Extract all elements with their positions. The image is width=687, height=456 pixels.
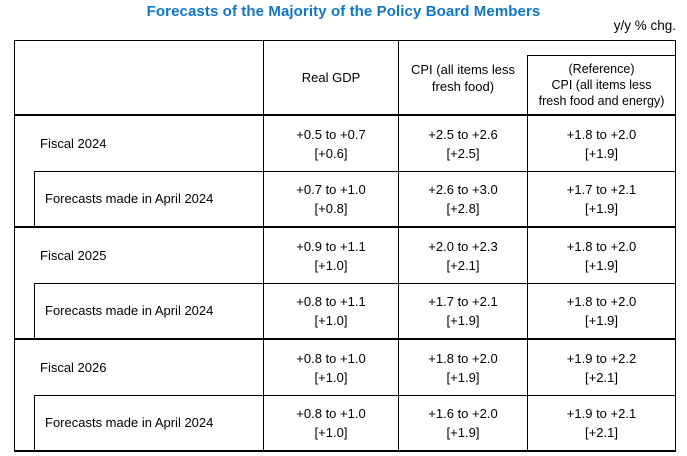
- reference-forecast-cell: +1.9 to +2.2 [+2.1]: [527, 340, 675, 395]
- forecast-median: [+1.0]: [314, 312, 348, 328]
- row-label-fiscal-2026: Fiscal 2026: [15, 340, 263, 395]
- forecast-range: +2.5 to +2.6: [428, 126, 498, 142]
- forecast-range: +1.9 to +2.2: [566, 350, 637, 366]
- row-label-april-forecast: Forecasts made in April 2024: [15, 395, 263, 450]
- page-title: Forecasts of the Majority of the Policy …: [146, 3, 541, 20]
- row-label-fiscal-2025: Fiscal 2025: [15, 228, 263, 283]
- forecast-median: [+1.9]: [585, 145, 618, 161]
- forecast-range: +1.8 to +2.0: [566, 238, 637, 254]
- revision-row-label: Forecasts made in April 2024: [45, 303, 214, 318]
- forecast-median: [+1.9]: [446, 369, 480, 385]
- gdp-forecast-cell: +0.8 to +1.0 [+1.0]: [263, 340, 398, 395]
- fiscal-2026-group: Fiscal 2026 +0.8 to +1.0 [+1.0] +1.8 to …: [15, 338, 675, 450]
- forecast-median: [+1.0]: [314, 369, 348, 385]
- cpi-forecast-cell: +1.8 to +2.0 [+1.9]: [398, 340, 527, 395]
- forecast-table: Real GDP CPI (all items less fresh food)…: [14, 40, 676, 452]
- reference-forecast-cell: +1.9 to +2.1 [+2.1]: [527, 395, 675, 450]
- revision-row-label: Forecasts made in April 2024: [45, 415, 214, 430]
- forecast-median: [+2.1]: [585, 424, 618, 440]
- forecast-median: [+1.9]: [446, 424, 480, 440]
- unit-note: y/y % chg.: [613, 18, 676, 33]
- reference-header-box: (Reference) CPI (all items less fresh fo…: [527, 55, 675, 114]
- revision-row-label: Forecasts made in April 2024: [45, 191, 214, 206]
- forecast-range: +0.8 to +1.1: [296, 293, 366, 309]
- forecast-range: +1.8 to +2.0: [428, 350, 498, 366]
- cpi-forecast-cell: +1.6 to +2.0 [+1.9]: [398, 395, 527, 450]
- header-label-line: fresh food and energy): [538, 94, 665, 108]
- forecast-median: [+2.1]: [446, 257, 480, 273]
- cpi-forecast-cell: +1.7 to +2.1 [+1.9]: [398, 283, 527, 338]
- forecast-median: [+2.5]: [446, 145, 480, 161]
- header-label-line: CPI (all items less: [410, 61, 516, 77]
- reference-forecast-cell: +1.7 to +2.1 [+1.9]: [527, 171, 675, 226]
- reference-forecast-cell: +1.8 to +2.0 [+1.9]: [527, 228, 675, 283]
- forecast-range: +0.8 to +1.0: [296, 405, 366, 421]
- fiscal-2024-group: Fiscal 2024 +0.5 to +0.7 [+0.6] +2.5 to …: [15, 116, 675, 226]
- gdp-forecast-cell: +0.7 to +1.0 [+0.8]: [263, 171, 398, 226]
- forecast-range: +2.0 to +2.3: [428, 238, 498, 254]
- forecast-range: +2.6 to +3.0: [428, 181, 498, 197]
- cpi-forecast-cell: +2.6 to +3.0 [+2.8]: [398, 171, 527, 226]
- forecast-median: [+1.9]: [585, 312, 618, 328]
- gdp-forecast-cell: +0.8 to +1.1 [+1.0]: [263, 283, 398, 338]
- forecast-range: +0.9 to +1.1: [296, 238, 366, 254]
- cpi-forecast-cell: +2.0 to +2.3 [+2.1]: [398, 228, 527, 283]
- gdp-forecast-cell: +0.5 to +0.7 [+0.6]: [263, 116, 398, 171]
- forecast-median: [+2.8]: [446, 200, 480, 216]
- row-label-april-forecast: Forecasts made in April 2024: [15, 283, 263, 338]
- forecast-median: [+0.6]: [314, 145, 348, 161]
- forecast-range: +0.7 to +1.0: [296, 181, 366, 197]
- forecast-median: [+2.1]: [585, 369, 618, 385]
- fiscal-year-label: Fiscal 2024: [40, 136, 107, 151]
- table-header-row: Real GDP CPI (all items less fresh food)…: [15, 41, 675, 116]
- header-cell-real-gdp: Real GDP: [263, 41, 398, 114]
- forecast-median: [+1.9]: [585, 257, 618, 273]
- forecast-median: [+0.8]: [314, 200, 348, 216]
- forecast-range: +1.9 to +2.1: [566, 405, 637, 421]
- forecast-range: +1.6 to +2.0: [428, 405, 498, 421]
- forecast-range: +0.8 to +1.0: [296, 350, 366, 366]
- row-label-april-forecast: Forecasts made in April 2024: [15, 171, 263, 226]
- fiscal-year-label: Fiscal 2025: [40, 248, 107, 263]
- forecast-range: +1.8 to +2.0: [566, 293, 637, 309]
- forecast-median: [+1.9]: [585, 200, 618, 216]
- gdp-forecast-cell: +0.8 to +1.0 [+1.0]: [263, 395, 398, 450]
- header-cell-cpi: CPI (all items less fresh food): [398, 41, 527, 114]
- reference-forecast-cell: +1.8 to +2.0 [+1.9]: [527, 116, 675, 171]
- header-label-line: (Reference): [568, 62, 635, 76]
- header-cell-empty: [15, 41, 263, 114]
- forecast-range: +0.5 to +0.7: [296, 126, 366, 142]
- row-label-fiscal-2024: Fiscal 2024: [15, 116, 263, 171]
- forecast-median: [+1.0]: [314, 257, 348, 273]
- forecast-range: +1.8 to +2.0: [566, 126, 637, 142]
- header-label-line: fresh food): [431, 78, 495, 94]
- cpi-forecast-cell: +2.5 to +2.6 [+2.5]: [398, 116, 527, 171]
- reference-forecast-cell: +1.8 to +2.0 [+1.9]: [527, 283, 675, 338]
- header-cell-reference: (Reference) CPI (all items less fresh fo…: [527, 41, 675, 114]
- header-label-line: CPI (all items less: [551, 78, 652, 92]
- forecast-median: [+1.9]: [446, 312, 480, 328]
- gdp-forecast-cell: +0.9 to +1.1 [+1.0]: [263, 228, 398, 283]
- forecast-range: +1.7 to +2.1: [566, 181, 637, 197]
- forecast-median: [+1.0]: [314, 424, 348, 440]
- fiscal-2025-group: Fiscal 2025 +0.9 to +1.1 [+1.0] +2.0 to …: [15, 226, 675, 338]
- forecast-range: +1.7 to +2.1: [428, 293, 498, 309]
- header-label: Real GDP: [301, 70, 361, 85]
- fiscal-year-label: Fiscal 2026: [40, 360, 107, 375]
